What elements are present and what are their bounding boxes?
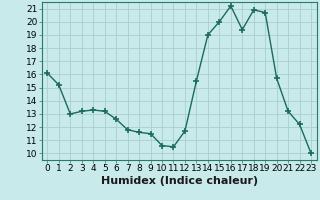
X-axis label: Humidex (Indice chaleur): Humidex (Indice chaleur) — [100, 176, 258, 186]
